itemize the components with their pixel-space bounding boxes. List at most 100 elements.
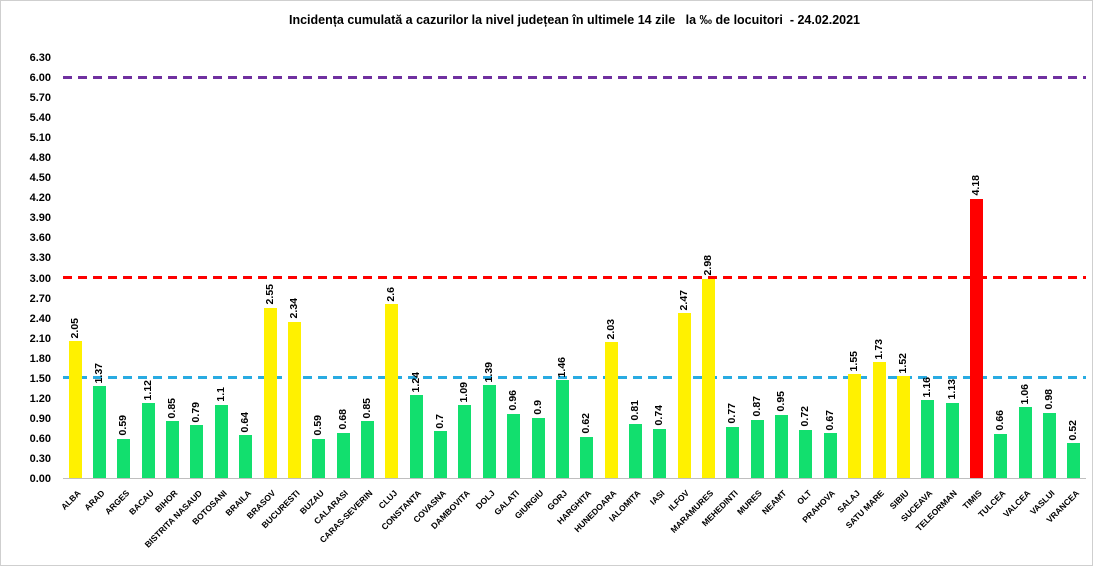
bar-value-label: 0.59 (117, 415, 130, 436)
bar-value-label: 2.6 (385, 286, 398, 302)
y-tick-label: 0.00 (29, 473, 51, 485)
bar (848, 374, 862, 478)
bar (969, 198, 983, 478)
bar (458, 405, 472, 478)
bar-slot: 0.62 (575, 58, 599, 478)
bar (823, 433, 837, 478)
bar-value-label: 0.52 (1067, 419, 1080, 441)
bar-slot: 0.74 (648, 58, 672, 478)
bar-slot: 4.18 (964, 58, 988, 478)
bar-value-label: 0.98 (1043, 389, 1056, 410)
bar-value-label: 2.34 (287, 298, 300, 319)
bar (68, 341, 82, 478)
bar-slot: 1.06 (1013, 58, 1037, 478)
bar-value-label: 0.7 (434, 413, 447, 429)
y-tick-label: 5.70 (29, 92, 51, 105)
bar-slot: 1.16 (916, 58, 940, 478)
bar (360, 421, 374, 478)
y-tick-label: 4.20 (29, 192, 51, 205)
bar-value-label: 0.9 (531, 400, 544, 415)
y-tick-label: 3.90 (29, 212, 51, 225)
bar-slot: 1.39 (477, 58, 501, 478)
bar-slot: 1.52 (891, 58, 915, 478)
y-tick-label: 3.60 (29, 232, 51, 245)
bar (1043, 412, 1057, 478)
bar (482, 385, 496, 478)
bar-value-label: 0.79 (190, 401, 203, 423)
y-tick-label: 6.30 (29, 52, 51, 64)
bar (580, 436, 594, 478)
bar-slot: 2.47 (672, 58, 696, 478)
bar-value-label: 0.74 (653, 405, 666, 426)
bar (1067, 443, 1081, 478)
bar-slot: 0.77 (721, 58, 745, 478)
bar-slot: 0.59 (112, 58, 136, 478)
bar (312, 438, 326, 478)
bar (287, 321, 301, 478)
bar-value-label: 2.03 (604, 318, 617, 340)
bar (263, 307, 277, 478)
bar-value-label: 0.87 (750, 396, 763, 417)
bar-slot: 0.64 (234, 58, 258, 478)
bar-value-label: 2.98 (702, 255, 715, 276)
y-tick-label: 6.00 (29, 72, 51, 85)
bar-slot: 0.7 (428, 58, 452, 478)
bar (799, 429, 813, 478)
bar-slot: 0.81 (623, 58, 647, 478)
bar (896, 376, 910, 478)
bar-value-label: 1.06 (1018, 383, 1031, 405)
bar (750, 419, 764, 478)
bar (190, 425, 204, 478)
bar (117, 438, 131, 478)
reference-line-threshold-1-5 (63, 376, 1086, 380)
bar-value-label: 0.67 (823, 409, 836, 431)
bar-value-label: 0.85 (360, 397, 373, 419)
bar-slot: 0.59 (307, 58, 331, 478)
bar-slot: 1.46 (550, 58, 574, 478)
bar-value-label: 0.66 (994, 410, 1007, 431)
bar (336, 432, 350, 478)
x-axis-labels: ALBA ARAD ARGES BACAU BIHOR BISTRITA NASAUD BO… (58, 488, 1081, 550)
bar-slot: 0.95 (769, 58, 793, 478)
bar-slot: 0.87 (745, 58, 769, 478)
bar (507, 413, 521, 478)
chart-title: Incidența cumulată a cazurilor la nivel … (288, 13, 861, 27)
y-tick-label: 0.90 (29, 412, 51, 425)
y-tick-label: 2.40 (29, 312, 51, 325)
bar-value-label: 1.46 (555, 357, 568, 378)
bar-value-label: 1.16 (921, 377, 934, 398)
bar-slot: 1.37 (87, 58, 111, 478)
y-tick-label: 0.30 (29, 452, 51, 465)
bar-value-label: 1.55 (848, 350, 861, 372)
bar-value-label: 0.95 (775, 391, 788, 412)
bar-value-label: 0.96 (507, 390, 520, 411)
bar-slot: 2.03 (599, 58, 623, 478)
bar-value-label: 0.72 (799, 406, 812, 427)
bar-slot: 1.24 (404, 58, 428, 478)
bar (921, 400, 935, 478)
bar-slot: 2.05 (63, 58, 87, 478)
bar (994, 433, 1008, 478)
bar (653, 428, 667, 478)
bar-value-label: 2.55 (263, 284, 276, 305)
bar-slot: 0.96 (501, 58, 525, 478)
bar-slot: 0.66 (989, 58, 1013, 478)
bar-slot: 0.85 (160, 58, 184, 478)
bar-slot: 2.55 (258, 58, 282, 478)
bar (775, 414, 789, 478)
bar-slot: 1.13 (940, 58, 964, 478)
bar (555, 380, 569, 478)
bar (214, 404, 228, 478)
bar-value-label: 1.09 (458, 381, 471, 403)
bar-value-label: 0.85 (166, 397, 179, 419)
y-tick-label: 4.50 (29, 172, 51, 185)
bar-slot: 0.68 (331, 58, 355, 478)
bar (141, 403, 155, 478)
y-tick-label: 0.60 (29, 432, 51, 445)
bar-slot: 2.6 (380, 58, 404, 478)
bar-slot: 0.67 (818, 58, 842, 478)
bar-value-label: 1.12 (141, 379, 154, 401)
y-tick-label: 1.50 (29, 372, 51, 385)
bar (604, 342, 618, 478)
reference-line-threshold-6 (63, 75, 1086, 79)
